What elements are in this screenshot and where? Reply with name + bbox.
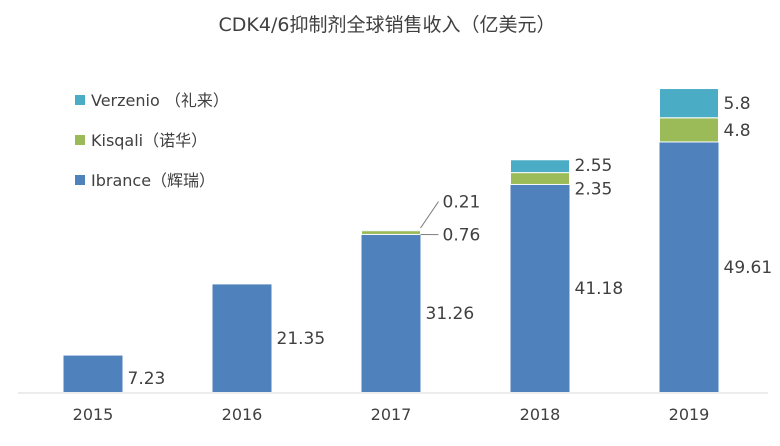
bar-kisqali-2019 <box>660 118 719 142</box>
legend-label-verzenio: Verzenio （礼来） <box>91 91 229 110</box>
legend-swatch-kisqali <box>75 135 85 145</box>
x-tick-label-2015: 2015 <box>73 405 114 424</box>
bar-ibrance-2016 <box>213 284 272 392</box>
x-tick-label-2018: 2018 <box>520 405 561 424</box>
bar-verzenio-2017 <box>362 230 421 231</box>
bar-kisqali-2017 <box>362 231 421 235</box>
data-label-kisqali-2017: 0.76 <box>443 226 481 246</box>
data-label-kisqali-2018: 2.35 <box>575 179 613 199</box>
data-label-ibrance-2016: 21.35 <box>277 329 326 349</box>
data-label-verzenio-2019: 5.8 <box>724 94 751 114</box>
data-label-kisqali-2019: 4.8 <box>724 121 751 141</box>
bar-ibrance-2015 <box>64 356 123 392</box>
legend-label-kisqali: Kisqali（诺华） <box>91 131 207 150</box>
data-label-ibrance-2015: 7.23 <box>128 369 166 389</box>
data-label-verzenio-2017: 0.21 <box>443 193 481 213</box>
legend: Verzenio （礼来） Kisqali（诺华） Ibrance（辉瑞） <box>75 91 229 190</box>
legend-swatch-ibrance <box>75 175 85 185</box>
legend-swatch-verzenio <box>75 95 85 105</box>
bar-verzenio-2019 <box>660 89 719 118</box>
data-label-ibrance-2017: 31.26 <box>426 304 475 324</box>
bar-verzenio-2018 <box>511 160 570 173</box>
data-label-ibrance-2019: 49.61 <box>724 258 773 278</box>
bar-kisqali-2018 <box>511 173 570 185</box>
data-label-verzenio-2018: 2.55 <box>575 156 613 176</box>
x-tick-label-2019: 2019 <box>669 405 710 424</box>
legend-label-ibrance: Ibrance（辉瑞） <box>91 171 215 190</box>
leader-line-verzenio-2017 <box>421 202 439 229</box>
bar-ibrance-2017 <box>362 234 421 392</box>
bar-ibrance-2019 <box>660 142 719 392</box>
x-tick-label-2016: 2016 <box>222 405 263 424</box>
x-tick-label-2017: 2017 <box>371 405 412 424</box>
data-label-ibrance-2018: 41.18 <box>575 279 624 299</box>
x-tick-labels: 2015 2016 2017 2018 2019 <box>73 405 710 424</box>
chart-title: CDK4/6抑制剂全球销售收入（亿美元） <box>219 14 556 36</box>
bar-ibrance-2018 <box>511 184 570 392</box>
